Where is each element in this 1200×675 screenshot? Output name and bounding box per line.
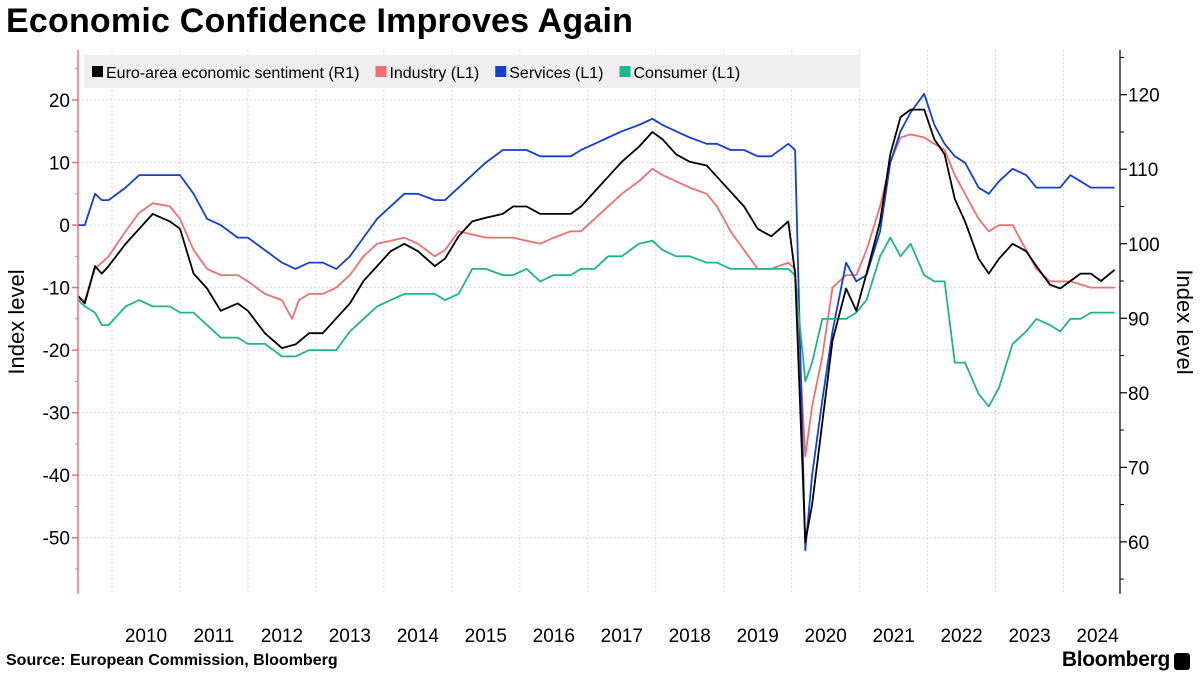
plot-area: [78, 50, 1120, 594]
right-tick-label: 120: [1128, 86, 1160, 107]
legend-swatch: [375, 66, 387, 77]
x-tick-label: 2018: [669, 626, 711, 647]
legend-box: [84, 55, 860, 88]
right-tick-label: 60: [1128, 533, 1149, 554]
legend-entry-label: Industry (L1): [389, 65, 479, 82]
x-tick-label: 2011: [194, 626, 235, 647]
left-tick-label: 0: [59, 216, 70, 237]
right-tick-label: 90: [1128, 309, 1149, 330]
legend-entry-label: Services (L1): [509, 65, 603, 82]
legend-entry-label: Euro-area economic sentiment (R1): [106, 65, 359, 82]
brand-name: Bloomberg: [1061, 648, 1170, 671]
legend-swatch: [495, 66, 507, 77]
x-tick-label: 2017: [601, 626, 643, 647]
right-tick-label: 70: [1128, 458, 1149, 479]
x-tick-label: 2022: [940, 626, 982, 647]
axes: [72, 50, 1127, 594]
brand-logo: Bloomberg: [1062, 648, 1190, 672]
bloomberg-terminal-icon: [1174, 652, 1190, 670]
x-tick-label: 2019: [737, 626, 779, 647]
series-line-3: [77, 236, 1115, 408]
legend-swatch: [92, 66, 103, 77]
x-tick-label: 2014: [397, 626, 440, 647]
left-tick-label: -20: [43, 341, 70, 362]
x-tick-label: 2021: [873, 626, 915, 647]
left-tick-label: -10: [43, 279, 70, 300]
source-note: Source: European Commission, Bloomberg: [6, 652, 338, 669]
left-tick-label: -30: [43, 404, 70, 425]
left-tick-label: -40: [43, 466, 70, 487]
legend: Euro-area economic sentiment (R1) Industr…: [84, 55, 860, 88]
x-tick-label: 2013: [329, 626, 371, 647]
series-line-1: [78, 133, 1115, 458]
legend-entry-label: Consumer (L1): [634, 65, 741, 82]
left-tick-label: 20: [49, 91, 70, 112]
left-axis-title: Index level: [4, 269, 29, 374]
right-tick-label: 110: [1128, 160, 1158, 181]
x-tick-label: 2024: [1076, 626, 1119, 647]
x-tick-label: 2016: [533, 626, 575, 647]
legend-swatch: [619, 66, 631, 77]
left-tick-label: -50: [43, 529, 70, 550]
gridlines: [78, 50, 1120, 594]
x-tick-label: 2020: [805, 626, 847, 647]
right-tick-label: 100: [1128, 235, 1160, 256]
series-lines: [77, 92, 1116, 552]
chart-title: Economic Confidence Improves Again: [6, 2, 634, 40]
series-line-2: [78, 92, 1115, 552]
right-tick-label: 80: [1128, 384, 1149, 405]
x-tick-label: 2023: [1008, 626, 1050, 647]
series-line-0: [77, 108, 1116, 543]
x-tick-label: 2010: [125, 626, 167, 647]
x-tick-label: 2015: [465, 626, 507, 647]
tick-labels: 20100-10-20-30-40-5012011010090807060201…: [4, 86, 1197, 647]
x-tick-label: 2012: [261, 626, 303, 647]
left-tick-label: 10: [49, 154, 70, 175]
right-axis-title: Index level: [1172, 269, 1197, 374]
